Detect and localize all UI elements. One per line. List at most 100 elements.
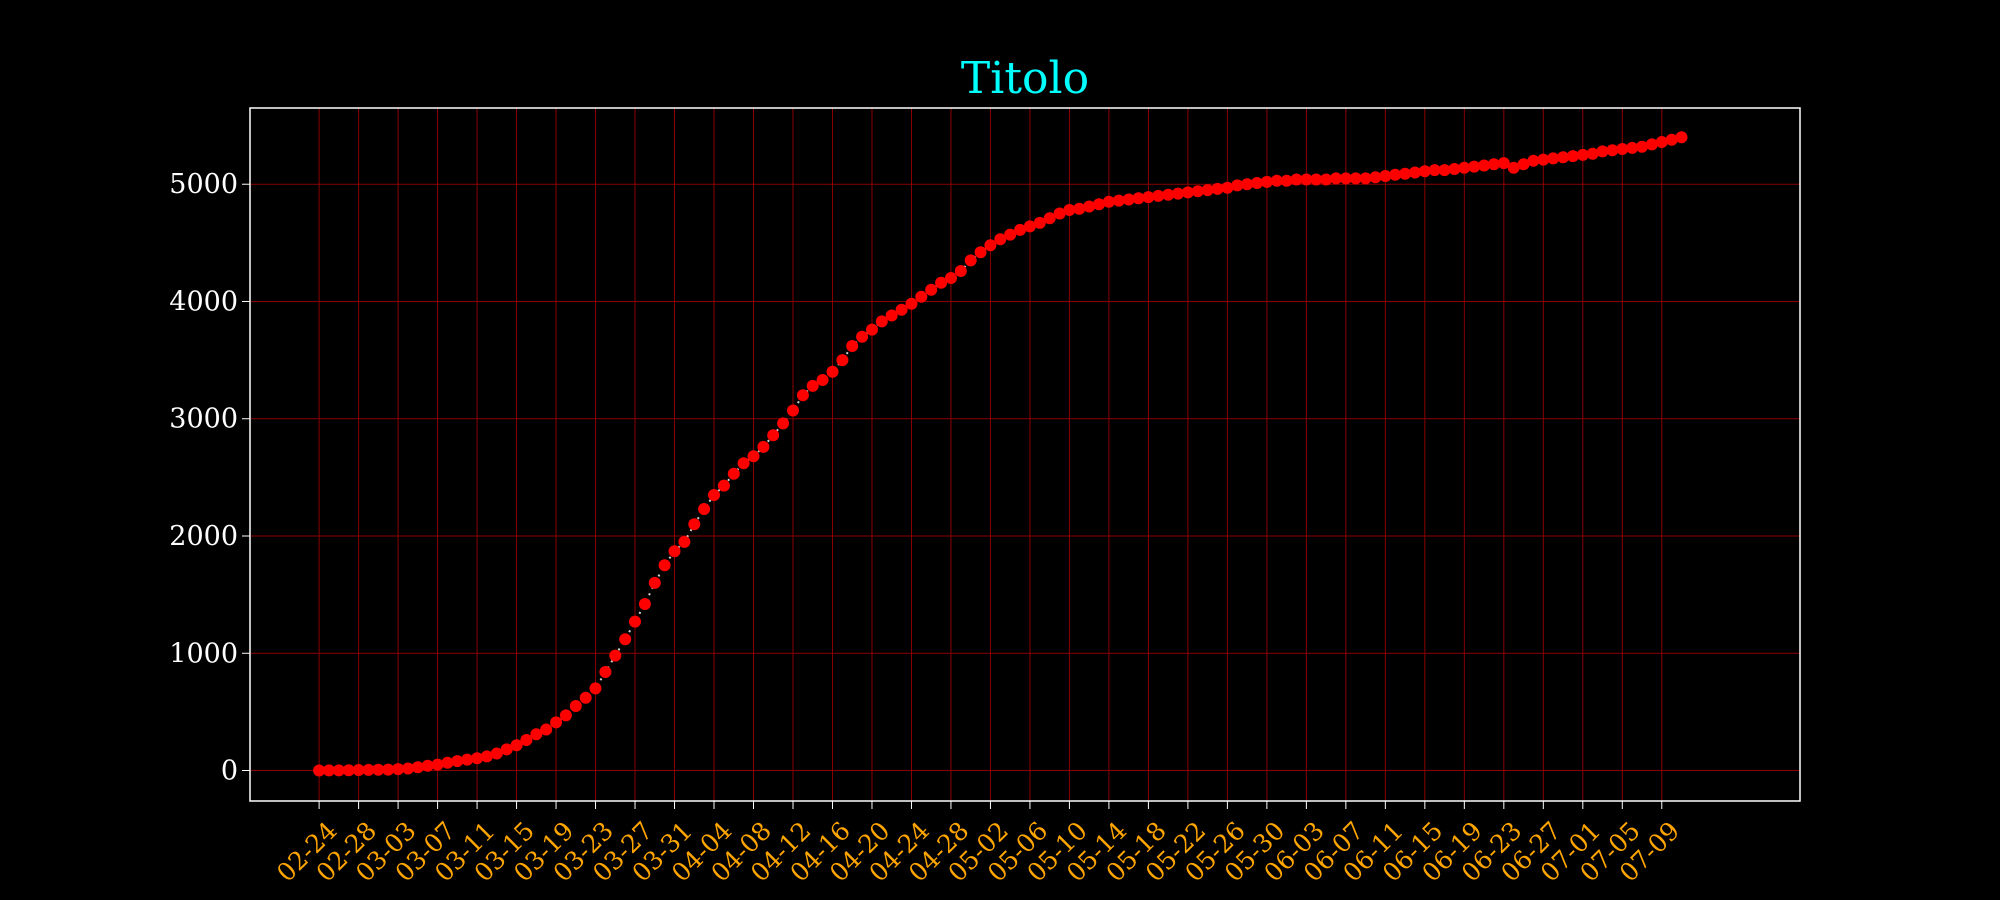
- data-point: [717, 479, 730, 492]
- data-point: [1487, 158, 1500, 171]
- data-point: [1438, 164, 1451, 177]
- data-point: [362, 763, 375, 776]
- data-point: [1251, 177, 1263, 189]
- data-point: [1102, 195, 1115, 208]
- data-point: [332, 764, 345, 777]
- data-point: [619, 633, 632, 646]
- data-point: [1369, 171, 1382, 184]
- data-point: [1675, 131, 1688, 144]
- data-point: [579, 691, 592, 704]
- data-point: [1418, 165, 1431, 178]
- data-point: [836, 354, 849, 367]
- data-point: [372, 763, 385, 776]
- data-point: [1478, 159, 1491, 172]
- data-point: [1043, 212, 1056, 225]
- data-point: [569, 700, 582, 712]
- data-point: [1497, 157, 1510, 170]
- data-point: [1645, 138, 1658, 151]
- data-point: [935, 276, 948, 289]
- y-tick-label: 5000: [169, 169, 238, 200]
- data-point: [668, 545, 681, 558]
- data-point: [1507, 161, 1520, 174]
- data-point: [905, 297, 918, 310]
- plot-frame: [249, 107, 1801, 802]
- data-point: [1616, 143, 1629, 155]
- y-tick-label: 0: [221, 756, 238, 787]
- data-point: [925, 283, 938, 296]
- data-point: [1290, 173, 1303, 186]
- data-point: [638, 598, 651, 610]
- data-point: [1014, 223, 1027, 236]
- data-point: [402, 762, 414, 775]
- data-point: [1557, 151, 1570, 164]
- y-tick-label: 2000: [169, 521, 238, 552]
- data-point: [1626, 141, 1639, 154]
- data-point: [757, 440, 770, 453]
- data-point: [352, 764, 365, 776]
- data-point: [796, 389, 809, 402]
- data-point: [451, 755, 464, 768]
- data-point: [1428, 164, 1441, 177]
- data-point: [846, 340, 859, 352]
- data-point: [1458, 161, 1471, 174]
- data-point: [510, 739, 523, 752]
- data-point: [1241, 178, 1254, 191]
- data-point: [737, 457, 750, 470]
- chart-title: Titolo: [961, 53, 1089, 104]
- data-point: [1359, 172, 1372, 185]
- data-point: [1586, 147, 1599, 160]
- data-point: [708, 489, 720, 501]
- data-point: [1409, 166, 1421, 179]
- data-point: [1132, 192, 1145, 205]
- data-point: [530, 728, 543, 741]
- data-point: [1547, 152, 1560, 165]
- data-point: [1606, 144, 1619, 157]
- data-point: [777, 417, 790, 430]
- data-point: [964, 254, 977, 267]
- data-point: [1004, 228, 1017, 241]
- data-point: [767, 429, 780, 442]
- data-point: [945, 272, 957, 284]
- data-point: [1576, 148, 1589, 161]
- data-point: [727, 467, 740, 480]
- data-point: [1339, 172, 1352, 185]
- data-point: [698, 503, 711, 515]
- data-point: [1537, 153, 1550, 166]
- data-point: [806, 379, 819, 392]
- data-point: [520, 734, 533, 746]
- data-point: [915, 290, 928, 303]
- data-point: [1221, 181, 1234, 194]
- data-point: [1152, 189, 1165, 202]
- data-point: [688, 518, 701, 531]
- data-point: [1063, 204, 1076, 216]
- data-point: [392, 763, 405, 776]
- data-point: [1300, 173, 1313, 186]
- data-point: [382, 763, 395, 776]
- data-point: [441, 756, 454, 769]
- series-markers: [313, 131, 1688, 777]
- data-point: [1320, 173, 1333, 186]
- data-point: [866, 323, 878, 336]
- data-point: [589, 682, 602, 695]
- data-point: [1162, 188, 1175, 201]
- data-point: [658, 559, 671, 572]
- data-point: [1142, 191, 1155, 204]
- data-point: [1172, 187, 1184, 200]
- data-point: [1270, 174, 1283, 187]
- data-point: [629, 615, 641, 628]
- data-point: [895, 303, 908, 316]
- data-point: [826, 365, 839, 378]
- data-point: [1655, 136, 1668, 148]
- data-point: [342, 764, 355, 777]
- data-point: [1211, 182, 1224, 195]
- data-point: [1349, 172, 1362, 185]
- data-point: [1093, 198, 1105, 211]
- data-point: [323, 764, 335, 777]
- data-point: [648, 576, 661, 589]
- data-point: [1053, 207, 1066, 220]
- data-point: [1468, 160, 1481, 173]
- data-point: [461, 753, 474, 766]
- data-point: [1033, 216, 1046, 229]
- data-point: [490, 747, 503, 760]
